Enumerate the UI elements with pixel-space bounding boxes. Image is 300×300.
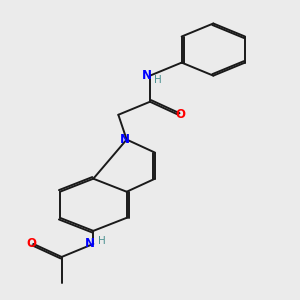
Text: N: N bbox=[85, 237, 95, 250]
Text: N: N bbox=[142, 69, 152, 82]
Text: N: N bbox=[120, 133, 130, 146]
Text: H: H bbox=[98, 236, 106, 246]
Text: H: H bbox=[154, 75, 161, 85]
Text: O: O bbox=[175, 108, 185, 121]
Text: O: O bbox=[27, 237, 37, 250]
